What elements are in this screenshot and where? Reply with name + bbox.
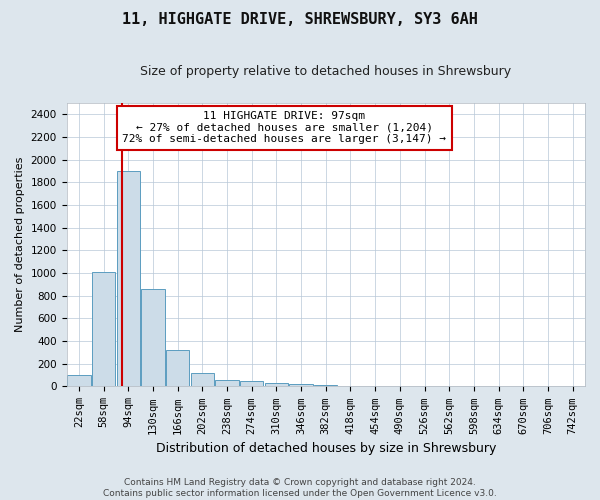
Bar [92, 272, 115, 386]
Bar [116, 171, 140, 386]
Bar [67, 375, 91, 386]
Bar [265, 383, 288, 386]
Text: 11, HIGHGATE DRIVE, SHREWSBURY, SY3 6AH: 11, HIGHGATE DRIVE, SHREWSBURY, SY3 6AH [122, 12, 478, 28]
Bar [215, 380, 239, 386]
Text: 11 HIGHGATE DRIVE: 97sqm
← 27% of detached houses are smaller (1,204)
72% of sem: 11 HIGHGATE DRIVE: 97sqm ← 27% of detach… [122, 112, 446, 144]
Text: Contains HM Land Registry data © Crown copyright and database right 2024.
Contai: Contains HM Land Registry data © Crown c… [103, 478, 497, 498]
Bar [166, 350, 190, 387]
Title: Size of property relative to detached houses in Shrewsbury: Size of property relative to detached ho… [140, 65, 511, 78]
Y-axis label: Number of detached properties: Number of detached properties [15, 157, 25, 332]
Bar [141, 289, 164, 386]
Bar [289, 384, 313, 386]
X-axis label: Distribution of detached houses by size in Shrewsbury: Distribution of detached houses by size … [155, 442, 496, 455]
Bar [191, 373, 214, 386]
Bar [240, 381, 263, 386]
